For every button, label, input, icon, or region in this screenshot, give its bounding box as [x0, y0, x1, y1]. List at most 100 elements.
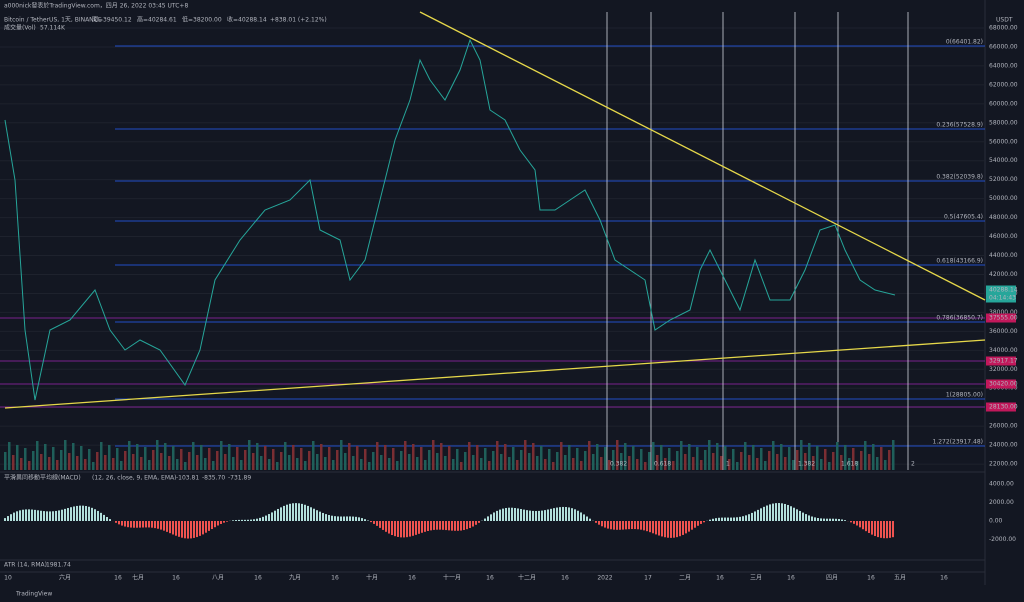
volume-bar [608, 460, 611, 470]
macd-bar [463, 521, 465, 531]
macd-bar [679, 521, 681, 537]
volume-bar [740, 452, 743, 470]
macd-bar [355, 516, 357, 521]
volume-bar [64, 440, 67, 470]
macd-bar [121, 521, 123, 526]
volume-bar [404, 441, 407, 470]
macd-bar [550, 508, 552, 521]
volume-bar [828, 462, 831, 470]
price-badge-label: 30420.00 [989, 381, 1018, 388]
volume-bar [300, 448, 303, 470]
macd-bar [400, 521, 402, 538]
macd-bar [844, 520, 846, 521]
macd-bar [682, 521, 684, 535]
time-tick-label: 七月 [132, 574, 144, 582]
price-tick-label: 24000.00 [989, 442, 1018, 449]
volume-bar [292, 445, 295, 470]
macd-params: (12, 26, close, 9, EMA, EMA) [92, 475, 176, 482]
volume-bar [132, 454, 135, 470]
time-tick-label: 十二月 [518, 574, 536, 582]
macd-bar [619, 521, 621, 530]
macd-bar [205, 521, 207, 533]
macd-bar [826, 518, 828, 521]
volume-bar [108, 445, 111, 470]
macd-bar [37, 510, 39, 521]
atr-value: 1981.74 [46, 562, 71, 569]
macd-bar [697, 521, 699, 526]
volume-bar [764, 461, 767, 470]
time-tick-label: 八月 [212, 575, 224, 582]
macd-bar [46, 511, 48, 521]
macd-bar [115, 521, 117, 523]
macd-bar [427, 521, 429, 531]
volume-bar [412, 444, 415, 470]
macd-bar [418, 521, 420, 534]
macd-bar [703, 521, 705, 523]
volume-bar [388, 458, 391, 470]
volume-bar [760, 448, 763, 470]
volume-bar [276, 462, 279, 470]
macd-bar [79, 505, 81, 521]
volume-bar [100, 442, 103, 470]
volume-bar [880, 447, 883, 470]
macd-bar [226, 521, 228, 522]
time-tick-label: 十月 [366, 574, 378, 582]
macd-bar [622, 521, 624, 530]
volume-label: 成交量(Vol) [4, 24, 36, 32]
macd-bar [766, 505, 768, 521]
macd-bar [232, 520, 234, 521]
volume-bar [12, 455, 15, 470]
macd-bar [496, 510, 498, 521]
macd-title: 平滑異同移動平均線(MACD) [4, 474, 81, 482]
macd-bar [130, 521, 132, 528]
macd-bar [55, 510, 57, 521]
macd-bar [166, 521, 168, 532]
volume-bar [440, 443, 443, 470]
macd-bar [217, 521, 219, 526]
price-tick-label: 22000.00 [989, 461, 1018, 468]
macd-bar [370, 521, 372, 523]
volume-bar [480, 458, 483, 470]
macd-bar [487, 516, 489, 521]
volume-bar [312, 441, 315, 470]
volume-bar [656, 455, 659, 470]
open: 開=39450.12 [92, 17, 132, 24]
macd-bar [715, 518, 717, 521]
macd-bar [676, 521, 678, 538]
volume-bar [708, 440, 711, 470]
volume-bar [380, 455, 383, 470]
macd-bar [118, 521, 120, 525]
volume-bar [212, 461, 215, 470]
volume-bar [436, 453, 439, 470]
macd-bar [565, 507, 567, 521]
time-marker-label: 2 [911, 461, 915, 468]
volume-bar [688, 444, 691, 470]
volume-bar [848, 458, 851, 470]
macd-bar [247, 519, 249, 521]
time-tick-label: 二月 [679, 575, 691, 582]
macd-bar [124, 521, 126, 527]
volume-bar [120, 461, 123, 470]
macd-bar [127, 521, 129, 528]
price-tick-label: 42000.00 [989, 271, 1018, 278]
volume-bar [776, 454, 779, 470]
macd-bar [469, 521, 471, 529]
time-marker-label: 1.618 [841, 461, 858, 468]
macd-bar [823, 518, 825, 521]
macd-bar [745, 515, 747, 521]
fib-label: 1(28805.00) [946, 392, 983, 399]
volume-bar [96, 452, 99, 470]
volume-bar [816, 446, 819, 470]
macd-bar [451, 521, 453, 531]
macd-bar [871, 521, 873, 535]
macd-bar [289, 503, 291, 521]
volume-bar [180, 449, 183, 470]
macd-bar [580, 512, 582, 521]
macd-bar [655, 521, 657, 535]
volume-bar [668, 448, 671, 470]
macd-tick-label: 2000.00 [989, 499, 1014, 506]
price-tick-label: 48000.00 [989, 214, 1018, 221]
macd-bar [649, 521, 651, 533]
volume-bar [248, 440, 251, 470]
